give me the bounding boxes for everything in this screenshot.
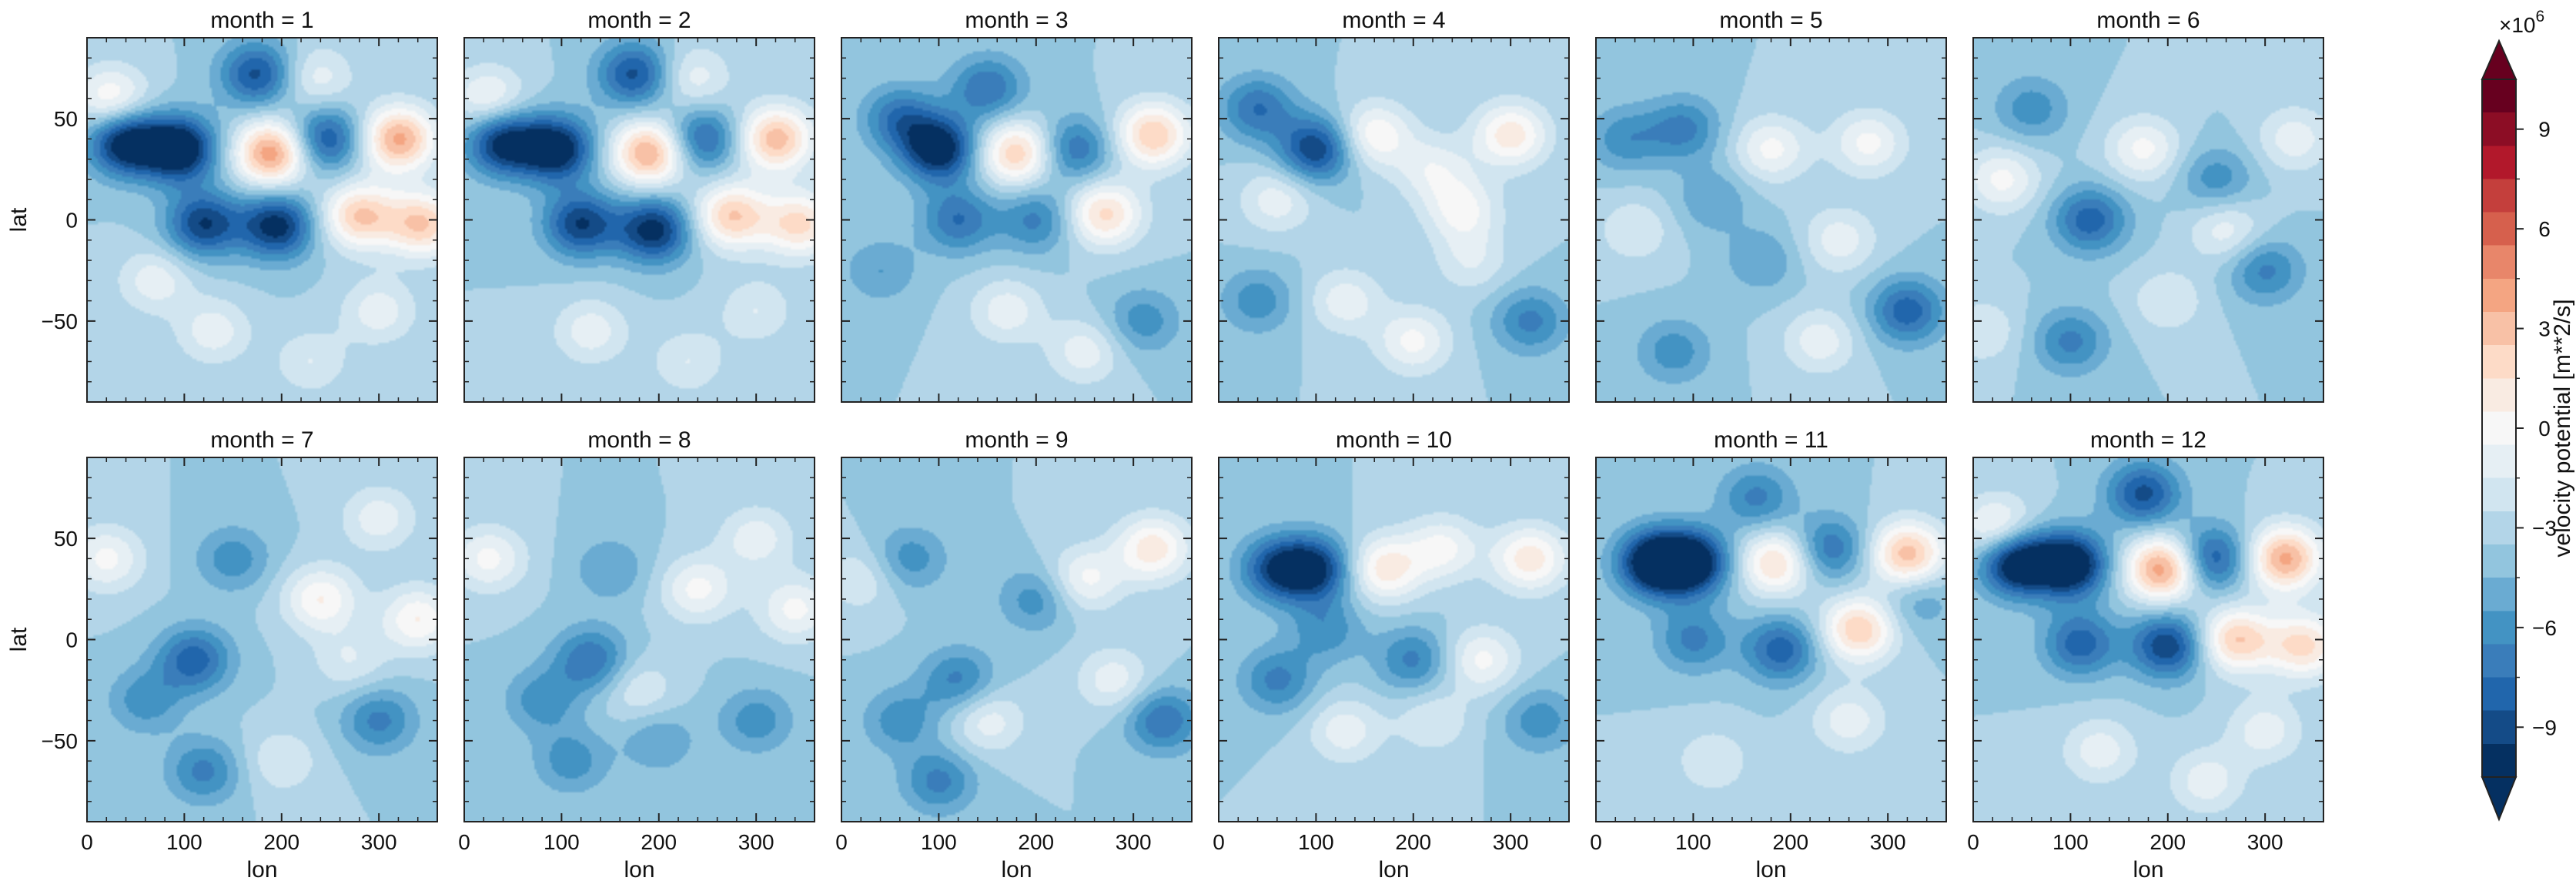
x-tick-label: 300 xyxy=(361,830,397,854)
x-tick-label: 100 xyxy=(1675,830,1711,854)
y-tick-label: 0 xyxy=(65,628,78,652)
x-tick-label: 100 xyxy=(2052,830,2089,854)
colorbar-extend-min xyxy=(2481,776,2517,822)
x-tick-label: 0 xyxy=(1967,830,1979,854)
x-tick-label: 200 xyxy=(641,830,677,854)
facet-title: month = 9 xyxy=(965,427,1068,453)
colorbar-extend-max xyxy=(2481,39,2517,80)
facet-panel-month-5: month = 5 xyxy=(1595,8,1947,403)
contour-field xyxy=(1596,38,1946,402)
facet-panel-month-4: month = 4 xyxy=(1218,8,1570,403)
x-axis-label: lon xyxy=(1001,857,1032,883)
x-tick-label: 200 xyxy=(1395,830,1431,854)
x-axis-label: lon xyxy=(1378,857,1409,883)
x-axis-label: lon xyxy=(1755,857,1786,883)
facet-panel-month-9: month = 9 0 100 200 300 lon xyxy=(835,427,1193,883)
x-tick-label: 0 xyxy=(1590,830,1602,854)
contour-field xyxy=(1973,457,2323,822)
facet-panels: month = 1 50 0 −50 lat month = 2 month = 3 mont… xyxy=(6,8,2324,883)
facet-title: month = 6 xyxy=(2096,8,2200,33)
facet-title: month = 12 xyxy=(2090,427,2206,453)
colorbar-multiplier: ×106 xyxy=(2499,8,2544,37)
x-tick-label: 300 xyxy=(1116,830,1152,854)
facet-panel-month-3: month = 3 xyxy=(841,8,1193,403)
x-tick-label: 0 xyxy=(835,830,848,854)
y-tick-label: −50 xyxy=(42,310,79,333)
facet-panel-month-6: month = 6 xyxy=(1972,8,2324,403)
contour-field xyxy=(1596,457,1946,822)
colorbar: ×106 9 6 3 0 −3 −6 −9 velocity potential [m**2… xyxy=(2481,8,2575,822)
x-tick-label: 200 xyxy=(1772,830,1808,854)
x-tick-label: 200 xyxy=(1018,830,1054,854)
x-axis-label: lon xyxy=(246,857,277,883)
colorbar-tick-label: −9 xyxy=(2532,715,2557,739)
facet-panel-month-2: month = 2 xyxy=(463,8,815,403)
x-axis-label: lon xyxy=(624,857,654,883)
contour-field xyxy=(841,457,1192,822)
x-tick-label: 0 xyxy=(458,830,470,854)
colorbar-tick-label: 6 xyxy=(2538,217,2551,241)
contour-field xyxy=(1219,38,1569,402)
y-tick-label: −50 xyxy=(42,729,79,753)
colorbar-label: velocity potential [m**2/s] xyxy=(2550,299,2575,557)
facet-title: month = 11 xyxy=(1714,427,1828,453)
y-axis-label: lat xyxy=(6,207,32,232)
x-tick-label: 100 xyxy=(544,830,580,854)
x-tick-label: 300 xyxy=(1493,830,1529,854)
facet-title: month = 3 xyxy=(965,8,1068,33)
facet-title: month = 8 xyxy=(587,427,691,453)
x-tick-label: 100 xyxy=(921,830,957,854)
x-tick-label: 0 xyxy=(81,830,93,854)
y-tick-label: 50 xyxy=(54,107,78,131)
contour-field xyxy=(87,457,437,822)
x-tick-label: 200 xyxy=(2149,830,2186,854)
colorbar-tick-label: 3 xyxy=(2538,317,2551,341)
x-tick-label: 300 xyxy=(738,830,774,854)
facet-panel-month-7: month = 7 0 100 200 300 50 0 −50 lon lat xyxy=(6,427,438,883)
x-tick-label: 100 xyxy=(1298,830,1334,854)
facet-title: month = 2 xyxy=(587,8,691,33)
facet-panel-month-11: month = 11 0 100 200 300 lon xyxy=(1590,427,1947,883)
facet-title: month = 4 xyxy=(1342,8,1445,33)
facet-title: month = 10 xyxy=(1336,427,1452,453)
x-axis-label: lon xyxy=(2133,857,2163,883)
y-axis-label: lat xyxy=(6,627,32,652)
colorbar-tick-label: 9 xyxy=(2538,118,2551,142)
x-tick-label: 100 xyxy=(166,830,202,854)
colorbar-tick-label: −3 xyxy=(2532,516,2557,540)
facet-panel-month-8: month = 8 0 100 200 300 lon xyxy=(458,427,815,883)
facet-title: month = 1 xyxy=(210,8,313,33)
facet-panel-month-12: month = 12 0 100 200 300 lon xyxy=(1967,427,2324,883)
colorbar-tick-label: −6 xyxy=(2532,616,2557,640)
colorbar-body xyxy=(2481,79,2517,778)
contour-field xyxy=(1973,38,2323,402)
y-tick-label: 0 xyxy=(65,209,78,233)
facet-panel-month-10: month = 10 0 100 200 300 lon xyxy=(1213,427,1570,883)
facet-title: month = 5 xyxy=(1719,8,1822,33)
contour-field xyxy=(841,38,1192,402)
y-tick-label: 50 xyxy=(54,527,78,551)
x-tick-label: 300 xyxy=(1870,830,1906,854)
contour-field xyxy=(1219,457,1569,822)
colorbar-tick-label: 0 xyxy=(2538,417,2551,440)
colorbar-ticks: 9 6 3 0 −3 −6 −9 xyxy=(2516,118,2557,739)
contour-field xyxy=(464,38,815,402)
x-tick-label: 200 xyxy=(263,830,299,854)
x-tick-label: 0 xyxy=(1213,830,1225,854)
contour-field xyxy=(87,38,437,402)
x-tick-label: 300 xyxy=(2247,830,2283,854)
facet-panel-month-1: month = 1 50 0 −50 lat xyxy=(6,8,438,403)
contour-field xyxy=(464,457,815,822)
facet-title: month = 7 xyxy=(210,427,313,453)
